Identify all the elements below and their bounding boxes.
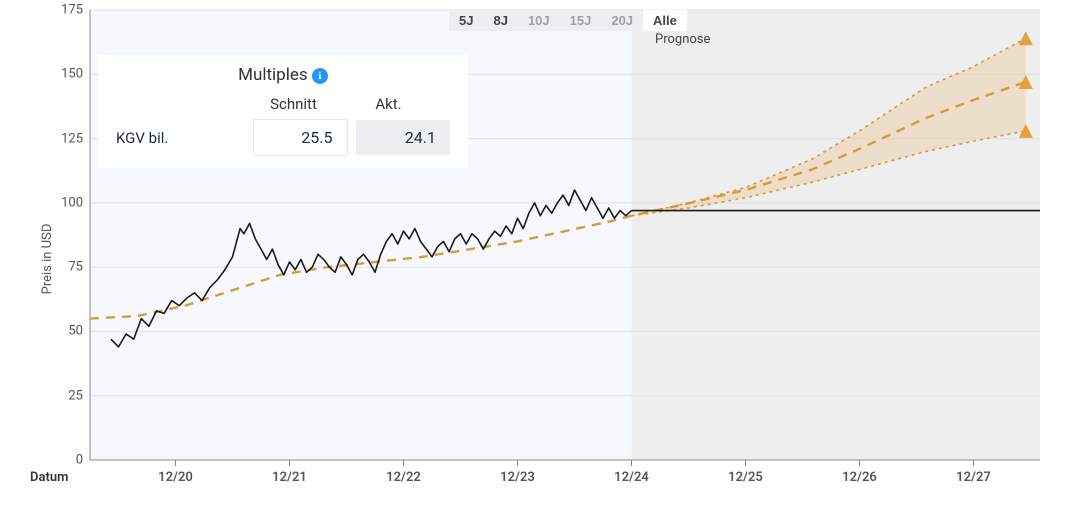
xtick-label: 12/22 [386,470,421,485]
time-range-alle[interactable]: Alle [643,10,687,31]
info-icon[interactable]: i [312,68,328,84]
time-range-5j[interactable]: 5J [449,10,483,31]
multiples-panel: Multiples i Schnitt Akt. KGV bil. 25.5 2… [98,55,468,168]
time-range-selector: 5J8J10J15J20JAlle [449,10,687,31]
ytick-label: 125 [61,131,83,146]
row-akt-value: 24.1 [356,120,450,155]
col-akt: Akt. [341,95,436,113]
row-schnitt-value[interactable]: 25.5 [253,119,348,156]
time-range-10j: 10J [518,10,560,31]
row-label: KGV bil. [116,129,245,147]
multiples-title: Multiples i [116,65,450,85]
xtick-label: 12/23 [500,470,535,485]
ytick-label: 100 [61,195,83,210]
xtick-label: 12/25 [728,470,763,485]
col-schnitt: Schnitt [246,95,341,113]
x-axis-label: Datum [30,470,68,485]
prognose-label: Prognose [655,32,710,47]
ytick-label: 25 [68,388,83,403]
xtick-label: 12/27 [956,470,991,485]
multiples-title-text: Multiples [238,65,308,85]
xtick-label: 12/26 [842,470,877,485]
ytick-label: 0 [76,453,83,468]
ytick-label: 175 [61,3,83,18]
time-range-20j: 20J [601,10,643,31]
xtick-label: 12/21 [272,470,307,485]
xtick-label: 12/20 [158,470,193,485]
xtick-label: 12/24 [614,470,649,485]
time-range-8j[interactable]: 8J [483,10,517,31]
ytick-label: 50 [68,324,83,339]
time-range-15j: 15J [560,10,602,31]
ytick-label: 75 [68,260,83,275]
ytick-label: 150 [61,67,83,82]
multiples-header-row: Schnitt Akt. [116,95,450,113]
multiples-data-row: KGV bil. 25.5 24.1 [116,119,450,156]
stock-chart: Preis in USD Kennzahlen pro Aktie in USD… [0,0,1073,517]
